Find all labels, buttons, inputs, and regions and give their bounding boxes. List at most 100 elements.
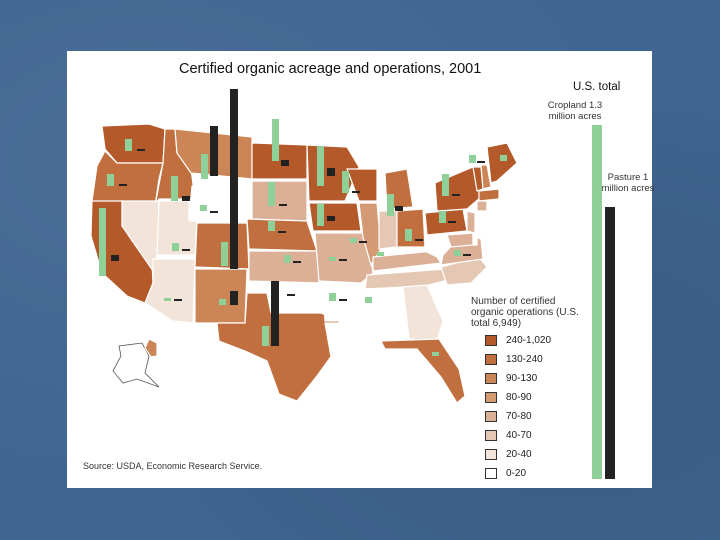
- state-georgia: [402, 284, 444, 342]
- state-south-dakota: [251, 180, 308, 222]
- state-new-jersey: [466, 210, 476, 234]
- state-pasture-bar: [287, 294, 295, 296]
- state-new-york: [434, 166, 482, 212]
- state-delaware: [472, 232, 478, 246]
- state-cropland-bar: [350, 238, 357, 243]
- legend-swatch: [485, 373, 497, 384]
- state-cropland-bar: [387, 194, 394, 216]
- state-cropland-bar: [284, 255, 291, 263]
- state-cropland-bar: [500, 155, 507, 161]
- state-cropland-bar: [219, 299, 226, 305]
- state-pasture-bar: [327, 216, 335, 221]
- legend-item: 0-20: [485, 467, 526, 480]
- state-cropland-bar: [125, 139, 132, 151]
- state-cropland-bar: [272, 119, 279, 161]
- state-cropland-bar: [171, 176, 178, 201]
- state-cropland-bar: [201, 154, 208, 179]
- source-note: Source: USDA, Economic Research Service.: [83, 461, 263, 471]
- legend-swatch: [485, 430, 497, 441]
- state-pasture-bar: [327, 168, 335, 176]
- state-pasture-bar: [111, 255, 119, 261]
- legend-item: 40-70: [485, 429, 532, 442]
- state-pasture-bar: [182, 196, 190, 201]
- state-pasture-bar: [395, 206, 403, 211]
- state-maine: [486, 142, 518, 184]
- legend-swatch: [485, 468, 497, 479]
- state-pasture-bar: [477, 161, 485, 163]
- legend-swatch: [485, 449, 497, 460]
- state-wyoming: [188, 185, 248, 224]
- state-cropland-bar: [268, 221, 275, 231]
- state-pasture-bar: [271, 281, 279, 346]
- legend-item: 70-80: [485, 410, 532, 423]
- state-cropland-bar: [469, 155, 476, 163]
- legend-label: 0-20: [506, 468, 527, 479]
- state-massachusetts: [478, 188, 500, 202]
- state-north-dakota: [251, 142, 308, 180]
- state-alabama: [378, 288, 408, 342]
- state-pasture-bar: [293, 261, 301, 263]
- state-pasture-bar: [137, 149, 145, 151]
- legend-label: 130-240: [506, 354, 543, 365]
- state-pasture-bar: [359, 241, 367, 243]
- us-total-heading: U.S. total: [573, 81, 621, 93]
- state-pasture-bar: [415, 239, 423, 241]
- pasture-total-label: Pasture 1 million acres: [601, 172, 655, 194]
- state-pasture-bar: [339, 259, 347, 261]
- state-pasture-bar: [463, 254, 471, 256]
- state-pasture-bar: [230, 89, 238, 269]
- state-cropland-bar: [262, 326, 269, 346]
- state-pasture-bar: [448, 221, 456, 223]
- state-cropland-bar: [365, 297, 372, 303]
- legend-swatch: [485, 335, 497, 346]
- legend-label: 80-90: [506, 392, 532, 403]
- legend-label: 20-40: [506, 449, 532, 460]
- state-cropland-bar: [454, 250, 461, 256]
- state-pasture-bar: [278, 231, 286, 233]
- us-total-cropland-bar: [592, 125, 602, 479]
- legend-label: 40-70: [506, 430, 532, 441]
- state-pasture-bar: [119, 184, 127, 186]
- state-pasture-bar: [279, 204, 287, 206]
- state-pasture-bar: [281, 160, 289, 166]
- state-cropland-bar: [99, 208, 106, 276]
- state-cropland-bar: [172, 243, 179, 251]
- state-maryland: [446, 232, 474, 248]
- state-nebraska: [246, 218, 318, 252]
- state-new-hampshire: [480, 164, 492, 190]
- state-texas: [216, 292, 340, 402]
- state-cropland-bar: [221, 242, 228, 266]
- state-indiana: [378, 210, 398, 250]
- state-pasture-bar: [210, 126, 218, 176]
- state-wisconsin: [346, 168, 378, 202]
- state-cropland-bar: [329, 293, 336, 301]
- state-cropland-bar: [164, 298, 171, 301]
- state-cropland-bar: [317, 204, 324, 226]
- state-hawaii: [144, 338, 158, 358]
- state-cropland-bar: [432, 352, 439, 356]
- slide-panel: Certified organic acreage and operations…: [67, 51, 655, 488]
- legend-label: 240-1,020: [506, 335, 552, 346]
- legend-item: 240-1,020: [485, 334, 551, 347]
- legend-label: 70-80: [506, 411, 532, 422]
- state-cropland-bar: [442, 174, 449, 196]
- state-pasture-bar: [230, 291, 238, 305]
- state-cropland-bar: [377, 252, 384, 256]
- legend-swatch: [485, 411, 497, 422]
- legend-item: 80-90: [485, 391, 532, 404]
- state-cropland-bar: [317, 146, 324, 186]
- state-arizona: [144, 258, 196, 324]
- legend-swatch: [485, 392, 497, 403]
- legend-title: Number of certified organic operations (…: [471, 296, 579, 329]
- state-ohio: [396, 208, 426, 248]
- us-map: [90, 89, 615, 479]
- state-cropland-bar: [405, 229, 412, 241]
- state-pasture-bar: [352, 191, 360, 193]
- state-new-mexico: [194, 268, 248, 324]
- state-pasture-bar: [174, 299, 182, 301]
- state-mississippi: [358, 288, 380, 350]
- state-cropland-bar: [268, 182, 275, 206]
- legend-item: 90-130: [485, 372, 537, 385]
- state-florida: [380, 338, 466, 404]
- state-pasture-bar: [210, 211, 218, 213]
